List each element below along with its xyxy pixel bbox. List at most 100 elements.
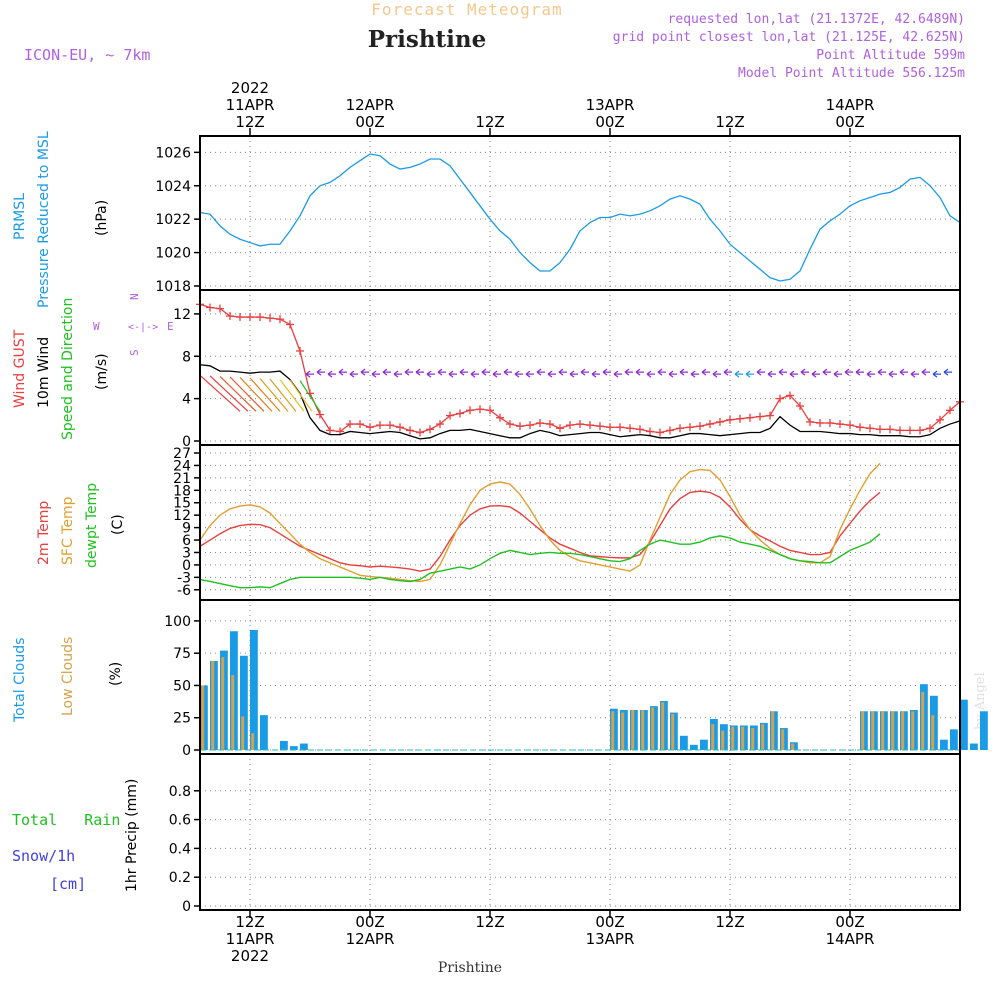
low-cloud-bar (731, 726, 735, 750)
wind-direction-arrow (657, 368, 666, 376)
data-layer (196, 153, 988, 751)
x-tick-label-bottom: 2022 (231, 947, 269, 965)
wind-arrow (279, 379, 305, 412)
x-tick-label-bottom: 00Z (595, 913, 624, 931)
wind-direction-arrow (888, 370, 897, 378)
compass-w: W (93, 320, 100, 333)
y-tick-label: 24 (173, 458, 191, 474)
y-tick-label: 100 (164, 614, 191, 630)
temp-labels: 2m Temp SFC Temp dewpt Temp (C) (36, 483, 126, 568)
y-tick-label: 12 (173, 508, 191, 524)
wind-line (199, 364, 961, 440)
low-cloud-bar (751, 728, 755, 750)
x-tick-label-bottom: 14APR (826, 930, 875, 948)
low-cloud-bar (771, 711, 775, 750)
y-tick-label: 0.8 (169, 784, 191, 800)
wind-direction-arrow (338, 368, 347, 376)
wind-direction-arrow (580, 368, 589, 376)
low-cloud-bar (211, 660, 215, 750)
wind-direction-arrow (558, 368, 567, 376)
wind-direction-arrow (481, 368, 490, 376)
wind-direction-arrow (745, 370, 754, 378)
x-tick-label-top: 00Z (595, 113, 624, 131)
wind-direction-arrow (613, 370, 622, 378)
x-tick-label-top: 12APR (346, 96, 395, 114)
y-tick-label: 3 (182, 545, 191, 561)
compass-n: N (128, 293, 141, 300)
low-cloud-bar (911, 711, 915, 750)
wind-direction-arrow (712, 370, 721, 378)
total-cloud-bar (940, 739, 948, 750)
x-tick-label-top: 12Z (475, 113, 504, 131)
y-tick-label: 1022 (155, 212, 191, 228)
y-tick-label: 27 (173, 446, 191, 462)
wind-direction-arrow (327, 370, 336, 378)
wind-direction-arrow (734, 370, 743, 378)
wind-direction-arrow (800, 368, 809, 376)
y-tick-label: 8 (182, 349, 191, 365)
precip-labels: Total Rain Snow/1h [cm] 1hr Precip (mm) (12, 779, 140, 893)
low-cloud-bar (661, 702, 665, 750)
sfc-temp-label: SFC Temp (60, 496, 76, 565)
wind-direction-arrow (415, 368, 424, 376)
wind-direction-arrow (382, 368, 391, 376)
low-cloud-bar (931, 715, 935, 750)
low-cloud-bar (671, 713, 675, 750)
low-cloud-bar (221, 657, 225, 750)
y-tick-label: 25 (173, 711, 191, 727)
y-tick-label: 9 (182, 521, 191, 537)
wind-direction-arrow (503, 368, 512, 376)
wind-direction-arrow (822, 368, 831, 376)
y-tick-label: 4 (182, 392, 191, 408)
x-tick-label-bottom: 12Z (475, 913, 504, 931)
low-cloud-bar (611, 711, 615, 750)
wind-direction-arrow (459, 368, 468, 376)
y-tick-label: 0.2 (169, 870, 191, 886)
wind-direction-arrow (393, 370, 402, 378)
wind-direction-arrow (701, 368, 710, 376)
total-cloud-bar (700, 739, 708, 750)
wind-direction-arrow (547, 370, 556, 378)
wind-direction-arrow (932, 370, 941, 378)
wind-direction-arrow (305, 370, 314, 378)
low-cloud-bar (901, 711, 905, 750)
cm-label: [cm] (50, 875, 86, 893)
cloud-labels: Total Clouds Low Clouds (%) (12, 637, 124, 723)
gust-label: Wind GUST (12, 329, 28, 408)
dewpt-label: dewpt Temp (84, 483, 100, 568)
x-tick-label-top: 00Z (355, 113, 384, 131)
footer-location: Prishtine (438, 960, 502, 976)
frame-layer (199, 135, 961, 911)
y-tick-label: 0 (182, 558, 191, 574)
wind-direction-arrow (855, 368, 864, 376)
requested-point: requested lon,lat (21.1372E, 42.6489N) (668, 12, 965, 27)
low-cloud-bar (791, 743, 795, 750)
model-label: ICON-EU, ~ 7km (24, 46, 150, 64)
x-tick-label-top: 12Z (235, 113, 264, 131)
wind-dir-label: Speed and Direction (60, 298, 76, 440)
wind-arrow (209, 375, 249, 412)
pressure-unit: (hPa) (94, 200, 110, 236)
wind-arrow (299, 380, 321, 412)
x-tick-label-bottom: 12Z (235, 913, 264, 931)
x-tick-label-top: 2022 (231, 79, 269, 97)
x-tick-label-top: 13APR (586, 96, 635, 114)
wind-direction-arrow (591, 370, 600, 378)
wind-arrow (249, 377, 281, 412)
wind-direction-arrow (866, 370, 875, 378)
wind-direction-arrow (899, 368, 908, 376)
wind-direction-arrow (635, 368, 644, 376)
wind-direction-arrow (668, 370, 677, 378)
temp-unit: (C) (110, 514, 126, 535)
snow-label: Snow/1h (12, 847, 75, 865)
compass-s: S (128, 349, 141, 356)
compass-rose: N S <-|-> W E (93, 293, 174, 356)
wind-direction-arrow (778, 368, 787, 376)
y-tick-label: 0.4 (169, 841, 191, 857)
wind-direction-arrow (492, 370, 501, 378)
wind-direction-arrow (316, 368, 325, 376)
wind-direction-arrow (426, 370, 435, 378)
x-tick-label-top: 12Z (715, 113, 744, 131)
wind-direction-arrow (624, 368, 633, 376)
low-cloud-bar (761, 724, 765, 750)
